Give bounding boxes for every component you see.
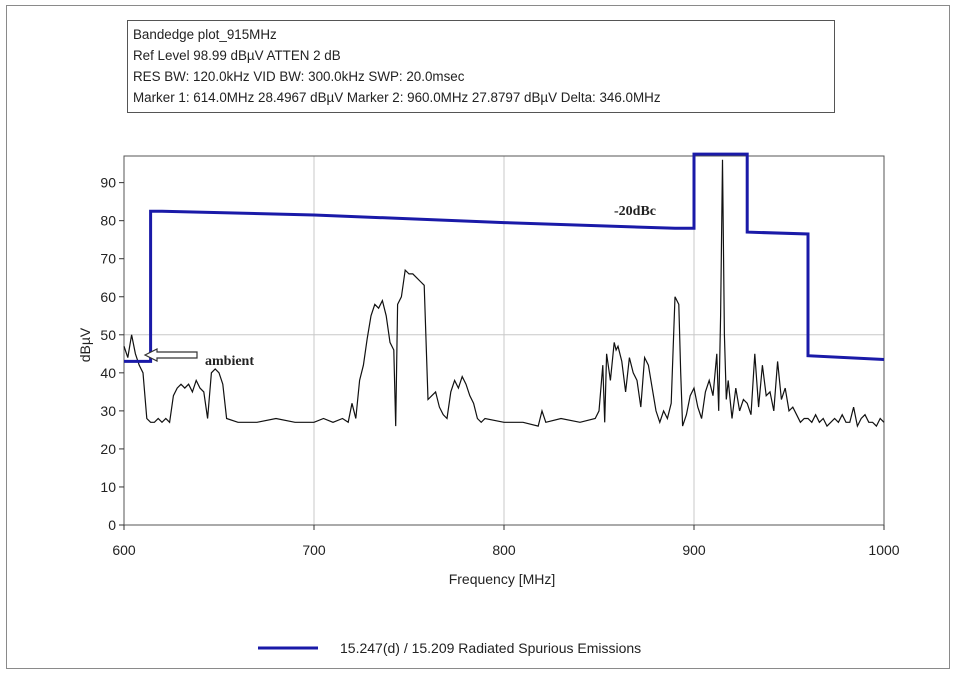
ambient-annotation-label: ambient [205,354,254,369]
x-axis-ticks: 600 700 800 900 1000 [112,525,900,558]
x-tick-label: 800 [492,542,516,558]
info-markers: Marker 1: 614.0MHz 28.4967 dBµV Marker 2… [133,90,661,105]
info-ref-level: Ref Level 98.99 dBµV ATTEN 2 dB [133,48,341,63]
measured-emission-trace [123,159,885,428]
x-axis-label: Frequency [MHz] [449,571,556,587]
ambient-arrow-icon [143,348,198,362]
x-tick-label: 700 [302,542,326,558]
y-tick-label: 90 [100,175,116,191]
y-tick-label: 0 [108,517,116,533]
x-tick-label: 900 [682,542,706,558]
y-tick-label: 50 [100,327,116,343]
y-tick-label: 70 [100,251,116,267]
limit-annotation-label: -20dBc [614,204,656,219]
y-tick-label: 30 [100,403,116,419]
info-title: Bandedge plot_915MHz [133,27,277,42]
measurement-info-box: Bandedge plot_915MHz Ref Level 98.99 dBµ… [127,20,835,113]
y-tick-label: 60 [100,289,116,305]
limit-line [124,152,885,363]
y-tick-label: 80 [100,213,116,229]
x-tick-label: 1000 [868,542,899,558]
y-tick-label: 10 [100,479,116,495]
x-tick-label: 600 [112,542,136,558]
chart-frame [6,5,950,669]
y-axis-label: dBµV [77,327,93,362]
y-tick-label: 20 [100,441,116,457]
legend-label: 15.247(d) / 15.209 Radiated Spurious Emi… [340,640,641,656]
y-tick-label: 40 [100,365,116,381]
y-axis-ticks: 0 10 20 30 40 50 60 70 80 90 [100,175,124,533]
grid-lines [124,156,884,526]
info-bandwidth: RES BW: 120.0kHz VID BW: 300.0kHz SWP: 2… [133,69,465,84]
